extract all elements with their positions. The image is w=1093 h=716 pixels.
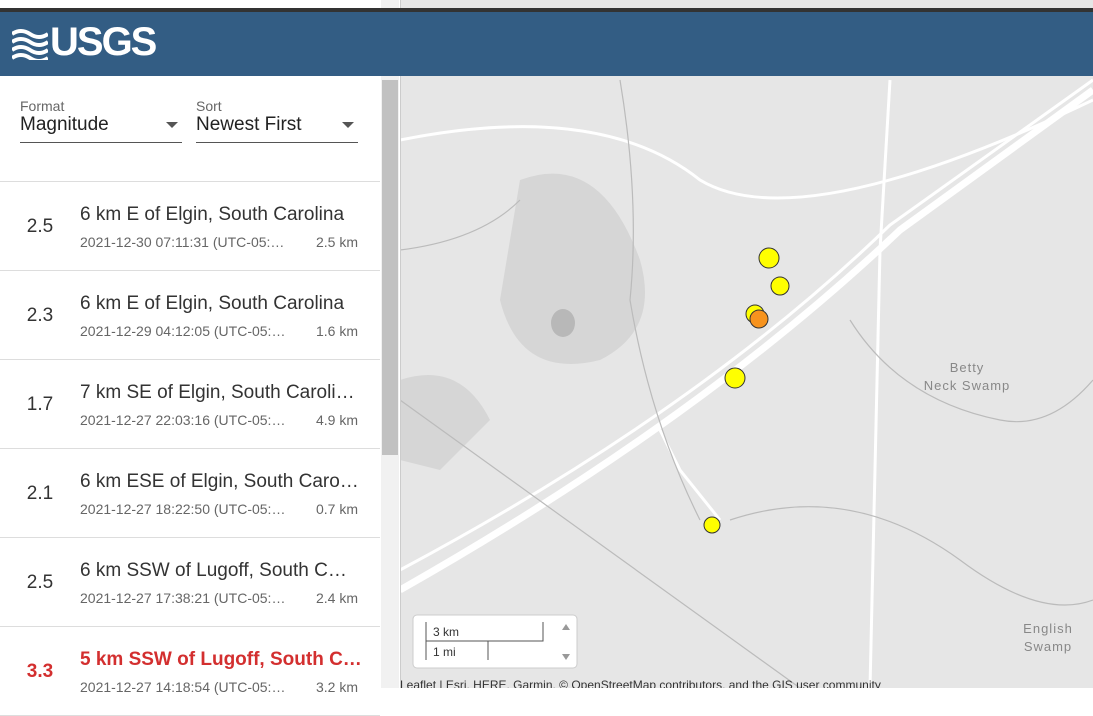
event-time: 2021-12-27 17:38:21 (UTC-05:… [80,590,286,606]
attribution[interactable]: Leaflet | Esri, HERE, Garmin, © OpenStre… [400,678,881,688]
event-item[interactable]: 2.3 6 km E of Elgin, South Carolina 2021-1… [0,271,380,360]
scrollbar[interactable] [382,80,398,455]
event-title: 6 km E of Elgin, South Carolina [80,293,345,314]
map-label: English [1023,621,1073,636]
magnitude: 3.3 [26,661,54,682]
sidebar: Format Magnitude Sort Newest First 2.5 6 … [0,0,401,716]
event-title: 7 km SE of Elgin, South Caroli… [80,382,355,403]
event-depth: 3.2 km [315,679,358,695]
event-depth: 1.6 km [315,323,358,339]
map[interactable]: Betty Neck Swamp English Swamp 3 km 1 mi… [400,0,1093,688]
scale-mi: 1 mi [433,645,456,659]
event-item[interactable]: 1.7 7 km SE of Elgin, South Caroli… 2021-1… [0,360,380,449]
event-time: 2021-12-27 22:03:16 (UTC-05:… [80,412,286,428]
map-label: Swamp [1024,639,1072,654]
event-depth: 2.5 km [315,234,358,250]
label: Sort [196,98,222,114]
sort-select[interactable]: Sort Newest First [196,98,358,143]
event-time: 2021-12-30 07:11:31 (UTC-05:… [80,234,285,250]
format-select[interactable]: Format Magnitude [20,98,182,143]
magnitude: 2.5 [26,216,54,237]
event-time: 2021-12-27 18:22:50 (UTC-05:… [80,501,286,517]
magnitude: 2.1 [26,483,54,504]
event-time: 2021-12-29 04:12:05 (UTC-05:… [80,323,286,339]
event-item[interactable]: 2.5 6 km E of Elgin, South Carolina 2021-1… [0,182,380,271]
label: Format [20,98,65,114]
event-title: 6 km E of Elgin, South Carolina [80,204,345,225]
event-depth: 2.4 km [315,590,358,606]
event-item[interactable]: 3.3 5 km SSW of Lugoff, South C… 2021-12-2… [0,627,380,716]
logo[interactable]: USGS [50,20,157,64]
scale-km: 3 km [433,625,459,639]
value: Magnitude [20,114,109,135]
event-time: 2021-12-27 14:18:54 (UTC-05:… [80,679,286,695]
event-depth: 0.7 km [315,501,358,517]
magnitude: 2.5 [26,572,54,593]
event-item[interactable]: 2.1 6 km ESE of Elgin, South Caro… 2021-12… [0,449,380,538]
magnitude: 2.3 [26,305,54,326]
event-item[interactable]: 2.5 6 km SSW of Lugoff, South C… 2021-12-2… [0,538,380,627]
event-title: 6 km SSW of Lugoff, South C… [80,560,347,581]
event-title: 5 km SSW of Lugoff, South C… [80,649,362,670]
event-depth: 4.9 km [315,412,358,428]
event-title: 6 km ESE of Elgin, South Caro… [80,471,359,492]
map-label: Betty [950,360,985,375]
header: USGS [0,12,1093,76]
value: Newest First [196,114,302,135]
magnitude: 1.7 [26,394,54,415]
map-label: Neck Swamp [924,378,1011,393]
